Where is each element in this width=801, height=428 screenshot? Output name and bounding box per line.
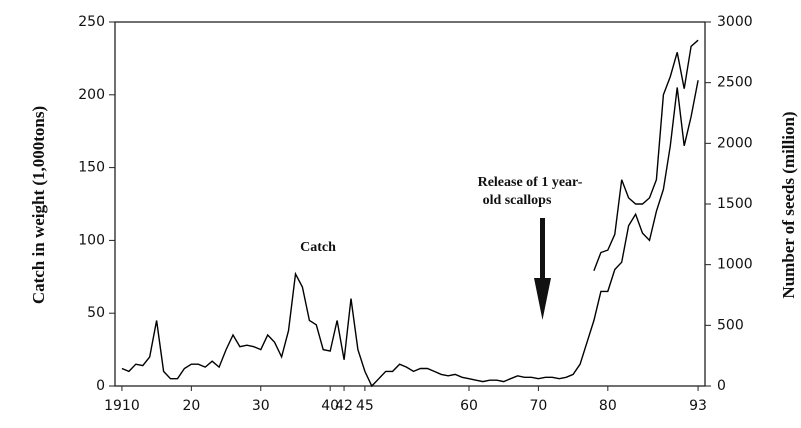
y-tick-label: 100 <box>78 232 105 248</box>
x-tick-label: 20 <box>182 398 200 414</box>
y2-tick-label: 3000 <box>717 14 753 30</box>
y-tick-label: 0 <box>96 378 105 394</box>
y2-tick-label: 0 <box>717 378 726 394</box>
series-annotation: Catch <box>300 240 336 255</box>
y-tick-label: 150 <box>78 160 105 176</box>
x-tick-label: 40 <box>321 398 339 414</box>
y2-axis-label: Number of seeds (million) <box>779 111 798 298</box>
plot-frame <box>114 21 706 387</box>
x-tick-label: 30 <box>252 398 270 414</box>
x-tick-label: 70 <box>529 398 547 414</box>
y2-tick-label: 2000 <box>717 135 753 151</box>
y-tick-label: 50 <box>87 305 105 321</box>
arrow-head <box>534 278 551 320</box>
y-axis-label: Catch in weight (1,000tons) <box>29 106 48 304</box>
y-tick-label: 200 <box>78 87 105 103</box>
x-tick-label: 80 <box>599 398 617 414</box>
y2-tick-label: 2500 <box>717 75 753 91</box>
y2-tick-label: 1500 <box>717 196 753 212</box>
x-tick-label: 93 <box>689 398 707 414</box>
y-tick-label: 250 <box>78 14 105 30</box>
annotation: Release of 1 year- <box>478 175 583 190</box>
x-tick-label: 60 <box>460 398 478 414</box>
x-tick-label: 45 <box>356 398 374 414</box>
y2-tick-label: 1000 <box>717 257 753 273</box>
data-line <box>593 39 699 271</box>
x-tick-label: 1910 <box>104 398 140 414</box>
data-line <box>121 80 699 388</box>
y2-tick-label: 500 <box>717 317 744 333</box>
arrow-shaft <box>540 218 545 280</box>
annotation: old scallops <box>483 193 552 208</box>
x-tick-label: 42 <box>335 398 353 414</box>
